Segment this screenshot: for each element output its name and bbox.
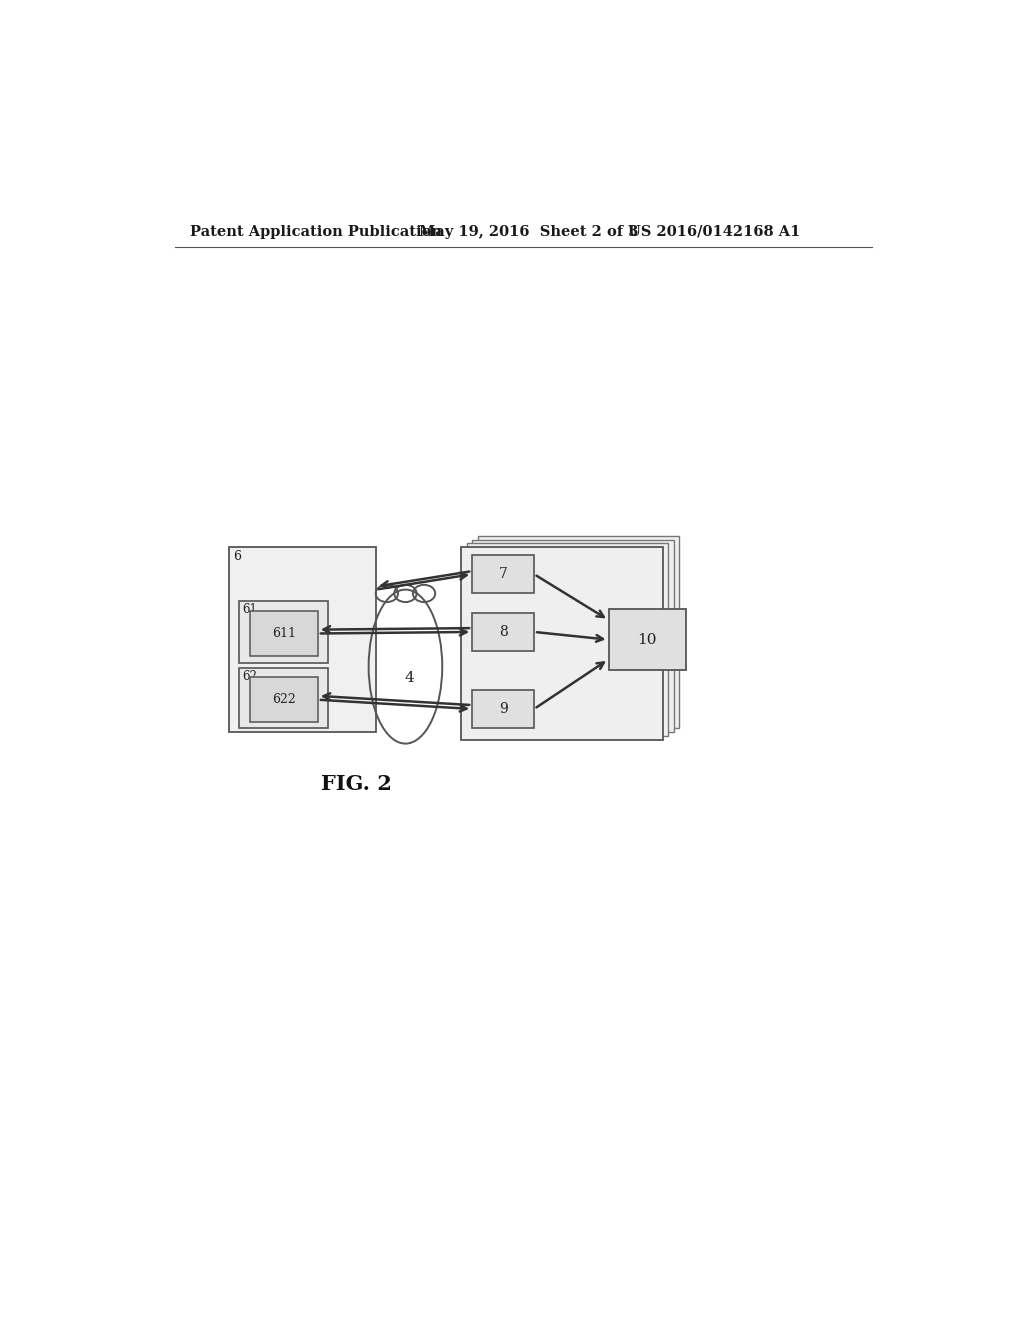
Bar bbox=[461, 548, 663, 739]
Text: 61: 61 bbox=[242, 603, 257, 616]
Bar bbox=[608, 609, 686, 671]
Text: 9: 9 bbox=[499, 702, 508, 715]
Text: 4: 4 bbox=[404, 671, 414, 685]
Bar bbox=[239, 668, 328, 729]
Bar bbox=[477, 536, 679, 729]
Bar bbox=[250, 611, 317, 656]
Bar bbox=[250, 677, 317, 722]
Text: FIG. 2: FIG. 2 bbox=[322, 775, 392, 795]
Text: 611: 611 bbox=[271, 627, 296, 640]
Text: 622: 622 bbox=[272, 693, 296, 706]
Text: 10: 10 bbox=[638, 632, 657, 647]
Bar bbox=[228, 548, 376, 733]
Text: US 2016/0142168 A1: US 2016/0142168 A1 bbox=[628, 224, 800, 239]
Bar bbox=[472, 554, 535, 594]
Bar bbox=[472, 612, 535, 651]
Text: 8: 8 bbox=[499, 624, 508, 639]
Bar bbox=[472, 689, 535, 729]
Text: May 19, 2016  Sheet 2 of 3: May 19, 2016 Sheet 2 of 3 bbox=[419, 224, 638, 239]
Bar bbox=[467, 544, 669, 737]
Text: 6: 6 bbox=[233, 550, 242, 564]
Text: 7: 7 bbox=[499, 568, 508, 581]
Bar bbox=[472, 540, 674, 733]
Text: Patent Application Publication: Patent Application Publication bbox=[190, 224, 442, 239]
Bar bbox=[239, 601, 328, 663]
Text: 62: 62 bbox=[242, 671, 257, 684]
